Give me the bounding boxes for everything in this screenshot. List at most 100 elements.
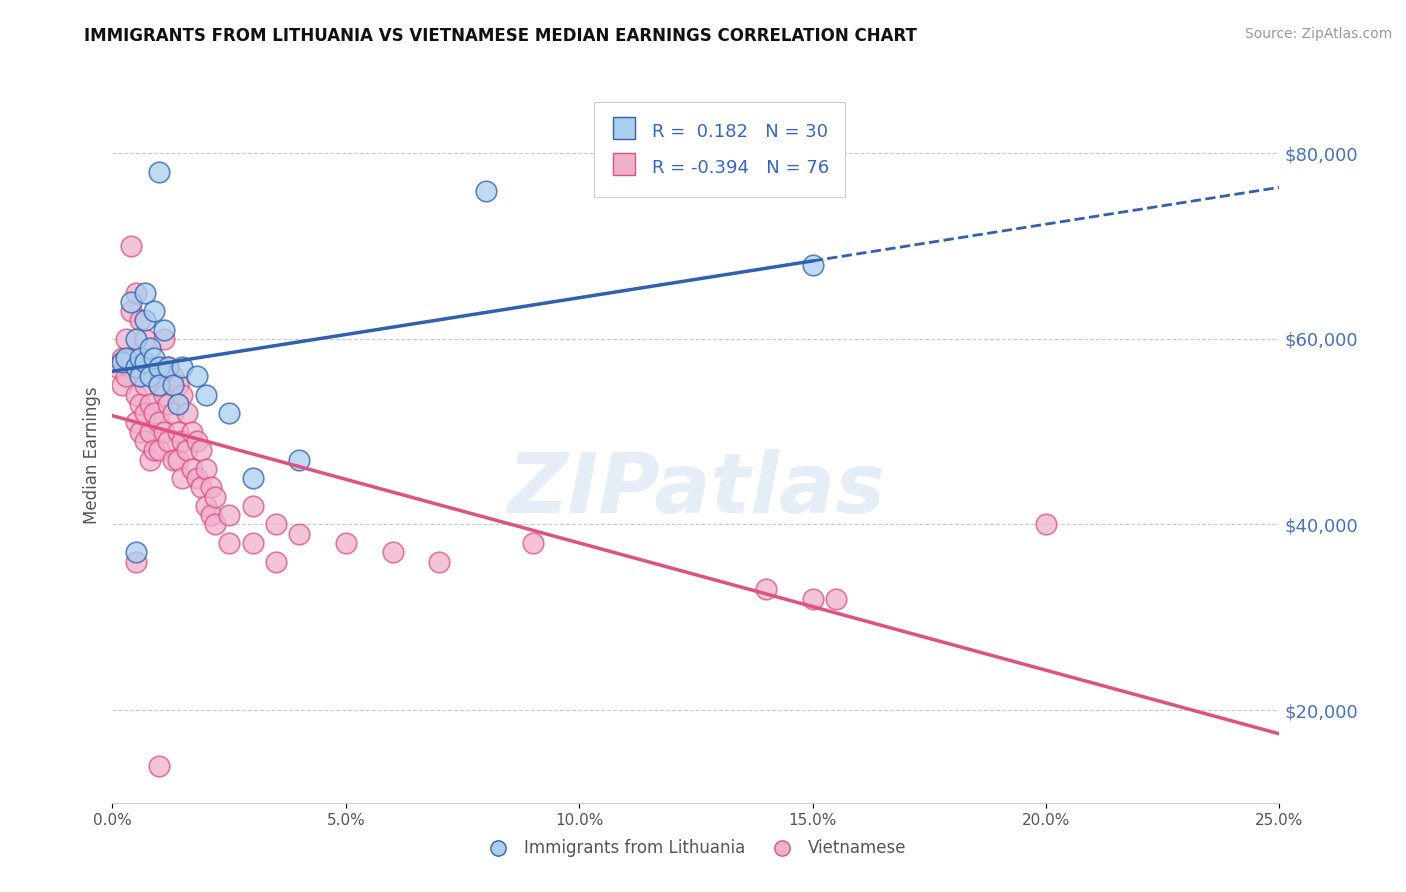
Point <box>120 239 142 253</box>
Point <box>125 555 148 569</box>
Point <box>1035 517 1057 532</box>
Point <box>129 359 152 374</box>
Point <box>264 555 287 569</box>
Point <box>218 406 240 420</box>
Point <box>186 369 208 384</box>
Point <box>427 555 450 569</box>
Text: ZIPatlas: ZIPatlas <box>508 450 884 530</box>
Point <box>115 351 138 365</box>
Point <box>194 462 217 476</box>
Point <box>125 285 148 300</box>
Point <box>190 480 212 494</box>
Point <box>172 387 194 401</box>
Point <box>475 184 498 198</box>
Point <box>176 443 198 458</box>
Point <box>111 355 134 369</box>
Point <box>288 452 311 467</box>
Point <box>139 452 162 467</box>
Point <box>134 332 156 346</box>
Point <box>148 359 170 374</box>
Point <box>134 406 156 420</box>
Point <box>264 517 287 532</box>
Point <box>111 351 134 365</box>
Point <box>134 434 156 448</box>
Point <box>111 378 134 392</box>
Point <box>157 359 180 374</box>
Point <box>153 387 176 401</box>
Point <box>204 490 226 504</box>
Point <box>143 369 166 384</box>
Point <box>162 378 184 392</box>
Point <box>105 359 128 374</box>
Point <box>157 397 180 411</box>
Point <box>153 332 176 346</box>
Point <box>180 425 202 439</box>
Point <box>157 359 180 374</box>
Point <box>139 425 162 439</box>
Point <box>129 351 152 365</box>
Text: Source: ZipAtlas.com: Source: ZipAtlas.com <box>1244 27 1392 41</box>
Point <box>134 355 156 369</box>
Point <box>242 471 264 485</box>
Point <box>153 323 176 337</box>
Point <box>166 378 188 392</box>
Point <box>190 443 212 458</box>
Point <box>218 536 240 550</box>
Point <box>522 536 544 550</box>
Point <box>139 359 162 374</box>
Point <box>801 591 824 606</box>
Point <box>143 406 166 420</box>
Point <box>242 499 264 513</box>
Point <box>825 591 848 606</box>
Y-axis label: Median Earnings: Median Earnings <box>83 386 101 524</box>
Point <box>148 378 170 392</box>
Point <box>335 536 357 550</box>
Point <box>148 416 170 430</box>
Point <box>186 471 208 485</box>
Point <box>148 443 170 458</box>
Point <box>200 480 222 494</box>
Point <box>125 545 148 559</box>
Point <box>143 443 166 458</box>
Point <box>172 434 194 448</box>
Point <box>115 369 138 384</box>
Point <box>166 397 188 411</box>
Text: IMMIGRANTS FROM LITHUANIA VS VIETNAMESE MEDIAN EARNINGS CORRELATION CHART: IMMIGRANTS FROM LITHUANIA VS VIETNAMESE … <box>84 27 917 45</box>
Point <box>157 434 180 448</box>
Point <box>134 313 156 327</box>
Point <box>166 425 188 439</box>
Point <box>134 378 156 392</box>
Legend: Immigrants from Lithuania, Vietnamese: Immigrants from Lithuania, Vietnamese <box>478 833 914 864</box>
Point <box>381 545 404 559</box>
Point <box>204 517 226 532</box>
Point <box>125 387 148 401</box>
Point <box>176 406 198 420</box>
Point <box>288 526 311 541</box>
Point <box>143 304 166 318</box>
Point <box>125 359 148 374</box>
Point <box>162 406 184 420</box>
Point <box>120 304 142 318</box>
Point <box>218 508 240 523</box>
Point <box>186 434 208 448</box>
Point <box>801 258 824 272</box>
Point <box>125 359 148 374</box>
Point <box>180 462 202 476</box>
Point <box>143 351 166 365</box>
Point <box>166 452 188 467</box>
Point <box>125 416 148 430</box>
Point <box>162 452 184 467</box>
Point <box>194 499 217 513</box>
Point <box>148 758 170 772</box>
Point <box>162 369 184 384</box>
Point <box>139 369 162 384</box>
Point <box>755 582 778 597</box>
Point <box>148 378 170 392</box>
Point <box>129 397 152 411</box>
Point <box>125 332 148 346</box>
Point <box>129 425 152 439</box>
Point <box>129 313 152 327</box>
Point <box>139 341 162 355</box>
Point <box>115 332 138 346</box>
Point <box>139 397 162 411</box>
